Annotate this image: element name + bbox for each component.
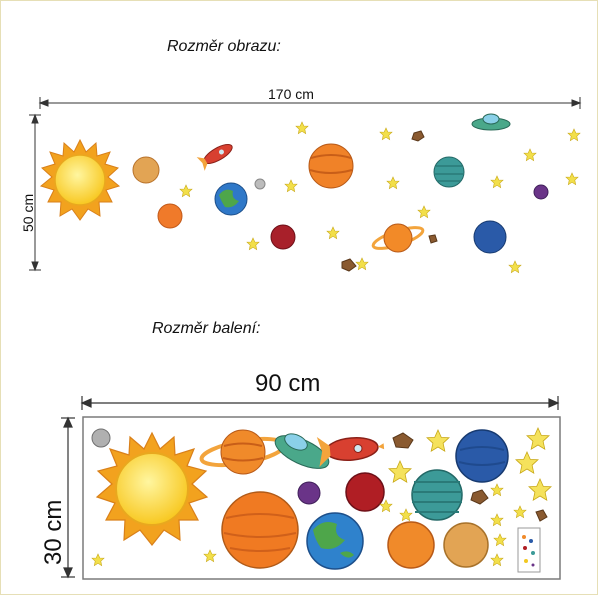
- package-size-heading: Rozměr balení:: [152, 320, 261, 337]
- image-width-dimension-line: [38, 97, 582, 109]
- sheet-rocket-illustration: [316, 437, 385, 467]
- asteroid-illustration: [341, 130, 438, 272]
- sheet-mini-guide: [517, 527, 541, 573]
- sheet-planet-illustration: [91, 428, 509, 570]
- planet-illustration: [132, 143, 549, 254]
- sun-illustration: [39, 138, 121, 221]
- sheet-ufo-illustration: [274, 433, 330, 469]
- sheet-sun-illustration: [95, 431, 209, 546]
- package-width-dimension-line: [80, 396, 560, 410]
- package-height-dimension-line: [61, 416, 75, 579]
- image-width-label: 170 cm: [268, 86, 314, 102]
- package-width-label: 90 cm: [255, 370, 321, 397]
- sheet-asteroid-illustration: [392, 432, 548, 522]
- rocket-illustration: [196, 143, 233, 171]
- image-size-heading: Rozměr obrazu:: [167, 38, 281, 55]
- ufo-illustration: [471, 113, 511, 131]
- image-height-dimension-line: [29, 113, 41, 272]
